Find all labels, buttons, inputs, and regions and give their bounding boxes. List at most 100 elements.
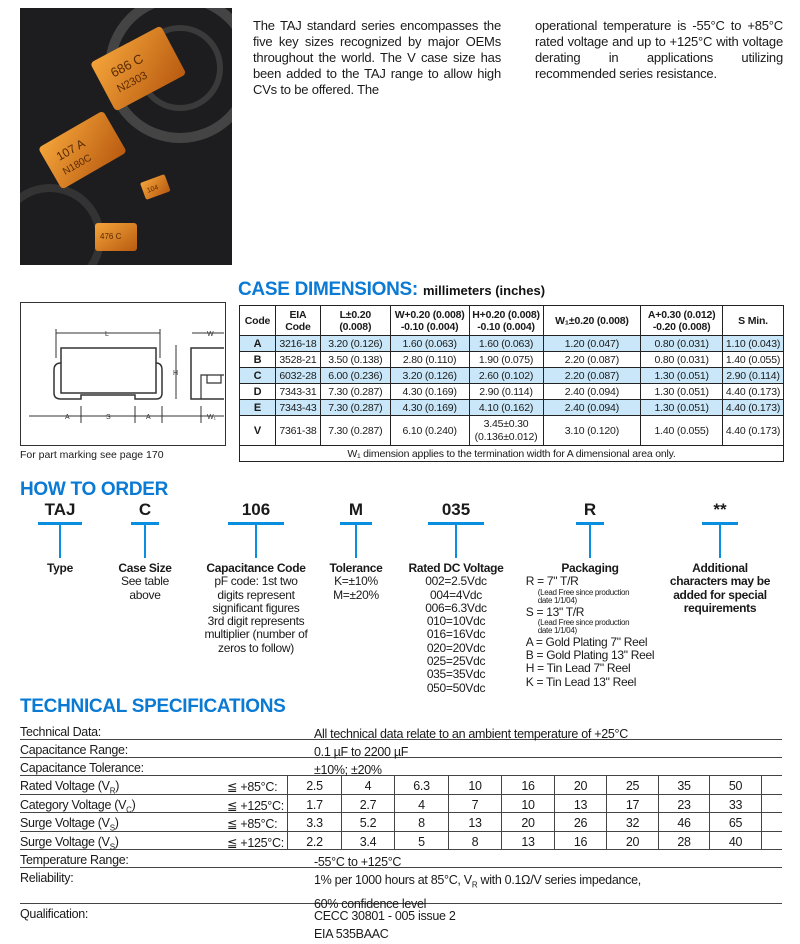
table-footnote: W₁ dimension applies to the termination … xyxy=(239,445,784,462)
spec-label: Surge Voltage (VS) xyxy=(20,816,119,833)
table-cell: 7361-38 xyxy=(274,415,321,446)
table-cell: 2.90 (0.114) xyxy=(722,367,784,384)
svg-text:W₁: W₁ xyxy=(207,414,217,421)
table-cell: 7.30 (0.287) xyxy=(319,415,391,446)
table-row: B 3528-21 3.50 (0.138) 2.80 (0.110) 1.90 (0.… xyxy=(239,351,784,368)
table-cell: 0.80 (0.031) xyxy=(640,335,724,352)
case-dimensions-heading: CASE DIMENSIONS: millimeters (inches) xyxy=(238,279,545,301)
table-cell: A xyxy=(239,335,276,352)
voltage-cell: 16 xyxy=(501,776,554,794)
voltage-cell: 5 xyxy=(394,831,448,849)
label-text: Category Voltage (V xyxy=(20,797,127,812)
voltage-cell: 2.7 xyxy=(341,794,394,812)
table-cell: 2.20 (0.087) xyxy=(542,351,642,368)
order-field-3: Tolerance K=±10% M=±20% xyxy=(329,561,382,602)
table-cell: 4.40 (0.173) xyxy=(722,415,784,446)
order-field-line: 050=50Vdc xyxy=(426,680,486,695)
spec-row-temperature_range: Temperature Range: -55°C to +125°C xyxy=(20,850,782,869)
spec-label: Qualification: xyxy=(20,907,89,921)
voltage-cell: 26 xyxy=(554,813,606,831)
voltage-cell: 25 xyxy=(606,776,658,794)
order-field-line: 016=16Vdc xyxy=(426,627,486,642)
order-field-label: Additional xyxy=(692,561,748,575)
header-line: W₁±0.20 (0.008) xyxy=(555,314,629,327)
spec-row-voltage: Surge Voltage (VS) ≦ +125°C: 2.2 3.4 5 8 13 16 2… xyxy=(20,831,782,851)
spec-row-qualification: Qualification: CECC 30801 - 005 issue 2 EI… xyxy=(20,904,782,944)
header-line: H+0.20 (0.008) xyxy=(472,308,540,321)
order-field-line: R = 7" T/R xyxy=(525,574,579,589)
label-text: Surge Voltage (V xyxy=(20,816,110,830)
table-cell: 7.30 (0.287) xyxy=(319,383,391,400)
label-subscript: R xyxy=(109,786,116,796)
spec-row-technical_data: Technical Data: All technical data relate… xyxy=(20,722,782,741)
order-field-line: significant figures xyxy=(212,600,300,615)
spec-label: Category Voltage (VC) xyxy=(20,798,136,815)
table-cell: 7.30 (0.287) xyxy=(319,399,391,416)
order-connector xyxy=(355,522,357,558)
column-header: W+0.20 (0.008) -0.10 (0.004) xyxy=(389,305,470,336)
t: with 0.1Ω/V series impedance, xyxy=(477,873,641,887)
spec-label: Temperature Range: xyxy=(20,853,129,867)
order-field-line: date 1/1/04) xyxy=(537,626,577,636)
table-row: A 3216-18 3.20 (0.126) 1.60 (0.063) 1.60 (0.… xyxy=(239,335,784,352)
table-cell: 2.90 (0.114) xyxy=(468,383,544,400)
order-field-line: A = Gold Plating 7" Reel xyxy=(525,634,648,649)
subscript: R xyxy=(471,880,478,890)
order-field-line: 3rd digit represents xyxy=(207,614,305,629)
order-field-6: Additional characters may be added for spe… xyxy=(669,561,771,615)
table-cell: 3528-21 xyxy=(274,351,321,368)
table-row: C 6032-28 6.00 (0.236) 3.20 (0.126) 2.60 (0.… xyxy=(239,367,784,384)
order-field-5: Packaging R = 7" T/R (Lead Free since prod… xyxy=(525,561,655,689)
column-header: Code xyxy=(239,305,276,336)
table-cell: 0.80 (0.031) xyxy=(640,351,724,368)
header-line: -0.10 (0.004) xyxy=(477,320,535,333)
svg-text:L: L xyxy=(105,331,109,338)
paren: ) xyxy=(114,816,119,830)
order-connector xyxy=(589,522,591,558)
table-cell: D xyxy=(239,383,276,400)
order-field-line: (Lead Free since production xyxy=(537,587,630,597)
column-header: W₁±0.20 (0.008) xyxy=(542,305,642,336)
order-field-line: digits represent xyxy=(217,587,295,602)
table-cell: 2.20 (0.087) xyxy=(542,367,642,384)
voltage-cell: 16 xyxy=(554,831,606,849)
spec-value: ±10%; ±20% xyxy=(314,763,382,777)
spec-condition: ≦ +85°C: xyxy=(227,780,278,794)
voltage-cell: 2.5 xyxy=(287,776,341,794)
voltage-cell: 32 xyxy=(606,813,658,831)
voltage-cell: 20 xyxy=(501,813,554,831)
spec-condition: ≦ +125°C: xyxy=(227,835,284,850)
value-line: 1% per 1000 hours at 85°C, VR with 0.1Ω/… xyxy=(314,871,641,895)
order-field-line: K=±10% xyxy=(334,574,378,589)
order-field-line: requirements xyxy=(683,600,757,615)
order-field-line: 020=20Vdc xyxy=(426,640,486,655)
table-cell: 3.20 (0.126) xyxy=(319,335,391,352)
voltage-cell: 3.4 xyxy=(341,831,394,849)
order-field-0: Type xyxy=(47,561,73,575)
cell-line: (0.136±0.012) xyxy=(474,430,538,443)
spec-label: Rated Voltage (VR) xyxy=(20,779,119,796)
order-field-label: Type xyxy=(47,561,73,575)
voltage-cell: 4 xyxy=(341,776,394,794)
table-cell: 2.80 (0.110) xyxy=(389,351,470,368)
order-field-line: (Lead Free since production xyxy=(537,617,630,627)
svg-text:H: H xyxy=(173,370,178,377)
part-marking-note: For part marking see page 170 xyxy=(20,449,164,461)
table-cell: 4.40 (0.173) xyxy=(722,399,784,416)
cell-line: 3.45±0.30 xyxy=(483,417,529,430)
order-field-line: 010=10Vdc xyxy=(426,614,486,629)
spec-value: -55°C to +125°C xyxy=(314,855,402,869)
svg-text:A: A xyxy=(65,414,70,421)
label-text: Rated Voltage (V xyxy=(20,779,110,793)
order-field-line: characters may be xyxy=(669,574,771,589)
order-field-line: 004=4Vdc xyxy=(430,587,482,602)
spec-row-voltage: Surge Voltage (VS) ≦ +85°C: 3.3 5.2 8 13 20 26 3… xyxy=(20,813,782,833)
spec-value: 1% per 1000 hours at 85°C, VR with 0.1Ω/… xyxy=(314,871,641,913)
table-cell: 1.40 (0.055) xyxy=(722,351,784,368)
svg-text:476 C: 476 C xyxy=(100,232,122,241)
svg-text:A: A xyxy=(146,414,151,421)
spec-label: Technical Data: xyxy=(20,725,101,739)
value-line: CECC 30801 - 005 issue 2 xyxy=(314,909,456,923)
technical-specifications-heading: TECHNICAL SPECIFICATIONS xyxy=(20,696,286,717)
voltage-cell: 8 xyxy=(394,813,448,831)
